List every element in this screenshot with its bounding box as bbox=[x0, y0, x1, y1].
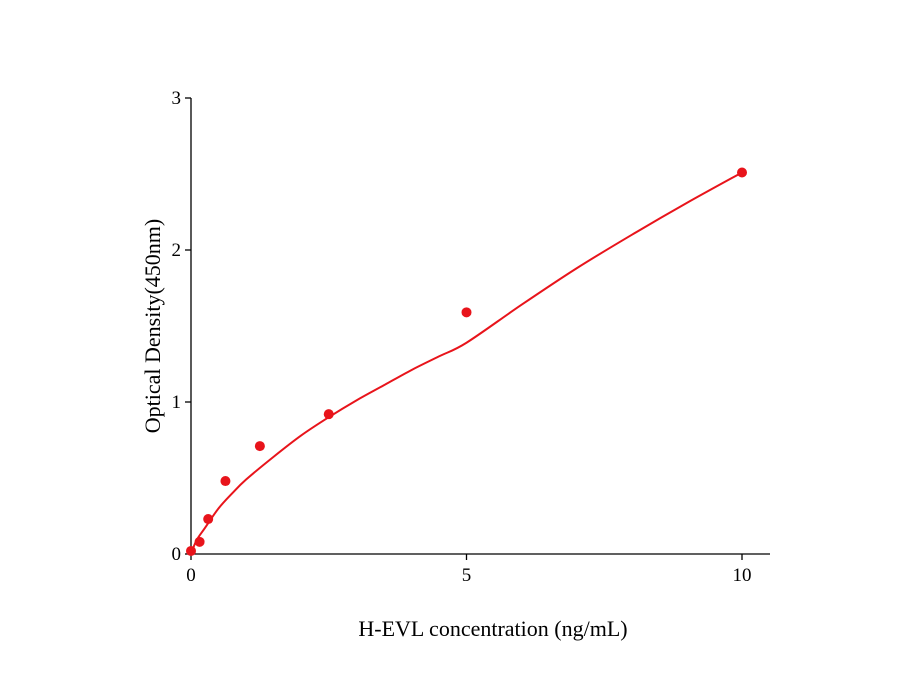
data-point bbox=[203, 514, 214, 525]
data-point bbox=[323, 409, 334, 420]
data-point bbox=[186, 545, 196, 556]
x-tick-label: 5 bbox=[462, 565, 472, 586]
y-tick-label: 2 bbox=[172, 240, 182, 261]
fit-curve bbox=[190, 171, 743, 555]
x-axis-title: H-EVL concentration (ng/mL) bbox=[358, 616, 627, 641]
data-point bbox=[194, 536, 205, 547]
y-axis-title: Optical Density(450nm) bbox=[140, 219, 165, 433]
x-tick-label: 10 bbox=[733, 565, 752, 586]
data-point bbox=[461, 307, 472, 318]
y-tick-label: 0 bbox=[172, 544, 182, 565]
y-tick-label: 1 bbox=[172, 392, 182, 413]
y-tick-label: 3 bbox=[172, 88, 182, 109]
x-tick-label: 0 bbox=[186, 565, 196, 586]
data-point bbox=[254, 441, 265, 452]
data-point bbox=[737, 167, 747, 178]
data-point bbox=[220, 476, 231, 487]
